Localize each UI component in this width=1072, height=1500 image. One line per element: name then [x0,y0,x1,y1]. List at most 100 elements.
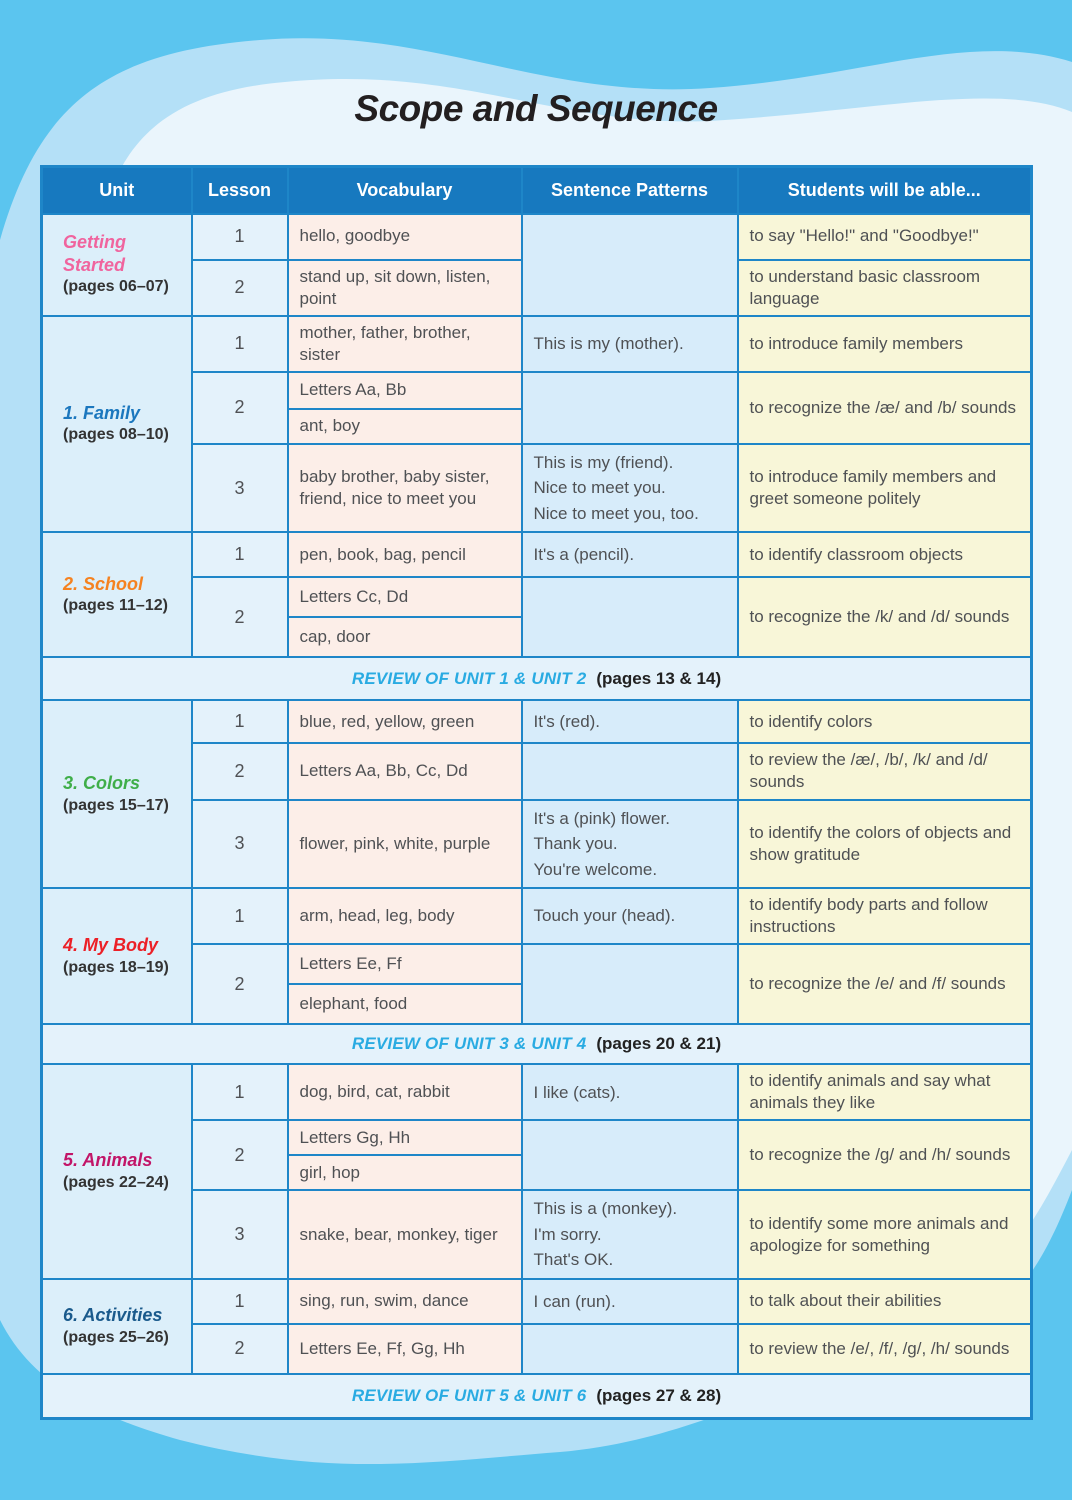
outcome-cell: to introduce family members [736,314,1033,373]
vocabulary-cell: Letters Aa, Bb, Cc, Dd [286,742,523,801]
table-row: 3 baby brother, baby sister, friend, nic… [42,442,1033,534]
table-row: elephant, food [42,983,1032,1026]
lesson-number: 2 [190,943,289,1026]
review-row: REVIEW OF UNIT 5 & UNIT 6 (pages 27 & 28) [40,1372,1033,1420]
lesson-number: 3 [190,1189,289,1280]
outcome-cell: to identify classroom objects [736,531,1033,579]
header-students: Students will be able... [736,165,1033,215]
review-banner: REVIEW OF UNIT 3 & UNIT 4 (pages 20 & 21) [40,1023,1033,1066]
table-row: 2 Letters Cc, Dd to recognize the /k/ an… [42,576,1033,659]
vocabulary-cell: baby brother, baby sister, friend, nice … [286,442,523,534]
unit-pages: (pages 22–24) [63,1173,169,1191]
lesson-number: 2 [190,258,289,317]
table-row: ant, boy [42,407,1032,445]
vocabulary-cell: arm, head, leg, body [286,887,523,946]
sentence-cell [520,1119,739,1192]
outcome-cell: to identify animals and say what animals… [736,1063,1033,1122]
sentence-cell: This is my (mother). [520,314,739,373]
header-lesson: Lesson [190,165,289,215]
lesson-number: 1 [190,699,289,745]
table-row: 2 Letters Gg, Hh to recognize the /g/ an… [42,1119,1033,1192]
unit-name: 4. My Body [63,935,159,955]
lesson-number: 1 [190,212,289,261]
page-title: Scope and Sequence [354,88,718,129]
sentence-cell: It's (red). [520,699,739,745]
lesson-number: 2 [190,370,289,445]
table-row: 2. School (pages 11–12) 1 pen, book, bag… [40,531,1033,659]
review-pages: (pages 27 & 28) [596,1386,722,1406]
outcome-cell: to identify some more animals and apolog… [736,1189,1033,1280]
lesson-number: 3 [190,442,289,534]
review-row: REVIEW OF UNIT 3 & UNIT 4 (pages 20 & 21) [40,1023,1033,1066]
vocabulary-cell: dog, bird, cat, rabbit [286,1063,523,1122]
sentence-cell [520,212,739,317]
vocabulary-cell: elephant, food [286,983,523,1026]
vocabulary-cell: cap, door [286,616,523,659]
vocabulary-cell: Letters Ee, Ff [286,943,523,986]
header-unit: Unit [40,165,193,215]
table-row: 2 Letters Ee, Ff to recognize the /e/ an… [42,943,1033,1026]
review-row: REVIEW OF UNIT 1 & UNIT 2 (pages 13 & 14) [40,656,1033,702]
sentence-cell [520,1322,739,1375]
lesson-number: 1 [190,1277,289,1325]
sentence-cell: Touch your (head). [520,887,739,946]
unit-pages: (pages 18–19) [63,958,169,976]
outcome-cell: to review the /æ/, /b/, /k/ and /d/ soun… [736,742,1033,801]
unit-cell-family: 1. Family (pages 08–10) [40,314,193,534]
vocabulary-cell: Letters Ee, Ff, Gg, Hh [286,1322,523,1375]
unit-cell-getting-started: Getting Started (pages 06–07) [40,212,193,317]
sentence-cell: This is my (friend). Nice to meet you. N… [520,442,739,534]
lesson-number: 2 [190,576,289,659]
review-banner: REVIEW OF UNIT 5 & UNIT 6 (pages 27 & 28) [40,1372,1033,1420]
vocabulary-cell: snake, bear, monkey, tiger [286,1189,523,1280]
outcome-cell: to identify body parts and follow instru… [736,887,1033,946]
lesson-number: 1 [190,887,289,946]
vocabulary-cell: Letters Aa, Bb [286,370,523,410]
vocabulary-cell: Letters Gg, Hh [286,1119,523,1157]
unit-pages: (pages 25–26) [63,1328,169,1346]
review-pages: (pages 20 & 21) [596,1034,722,1054]
table-row: 3. Colors (pages 15–17) 1 blue, red, yel… [40,699,1033,890]
vocabulary-cell: pen, book, bag, pencil [286,531,523,579]
outcome-cell: to recognize the /e/ and /f/ sounds [736,943,1033,1026]
sentence-cell [520,576,739,659]
review-banner: REVIEW OF UNIT 1 & UNIT 2 (pages 13 & 14) [40,656,1033,702]
unit-cell-animals: 5. Animals (pages 22–24) [40,1063,193,1280]
table-row: 4. My Body (pages 18–19) 1 arm, head, le… [40,887,1033,1026]
table-row: 2 Letters Aa, Bb to recognize the /æ/ an… [42,370,1033,445]
unit-name: 3. Colors [63,773,141,794]
vocabulary-cell: girl, hop [286,1154,523,1192]
review-pages: (pages 13 & 14) [596,668,722,688]
unit-name: Getting Started [63,232,126,275]
table-row: 2 Letters Ee, Ff, Gg, Hh to review the /… [42,1322,1033,1375]
unit-name: 6. Activities [63,1305,163,1326]
table-row: Getting Started (pages 06–07) 1 hello, g… [40,212,1033,317]
outcome-cell: to identify the colors of objects and sh… [736,798,1033,890]
vocabulary-cell: flower, pink, white, purple [286,798,523,890]
unit-pages: (pages 08–10) [63,426,169,444]
outcome-cell: to talk about their abilities [736,1277,1033,1325]
review-title: REVIEW OF UNIT 1 & UNIT 2 [351,668,587,688]
header-row: Unit Lesson Vocabulary Sentence Patterns… [40,165,1033,215]
table-row: 5. Animals (pages 22–24) 1 dog, bird, ca… [40,1063,1033,1280]
vocabulary-cell: sing, run, swim, dance [286,1277,523,1325]
outcome-cell: to understand basic classroom language [736,258,1033,317]
header-sentence-patterns: Sentence Patterns [520,165,739,215]
unit-name: 2. School [63,573,144,594]
sentence-cell: It's a (pink) flower. Thank you. You're … [520,798,739,890]
sentence-cell [520,943,739,1026]
sentence-cell: It's a (pencil). [520,531,739,579]
review-title: REVIEW OF UNIT 3 & UNIT 4 [351,1034,587,1054]
unit-cell-my-body: 4. My Body (pages 18–19) [40,887,193,1026]
lesson-number: 2 [190,742,289,801]
unit-cell-activities: 6. Activities (pages 25–26) [40,1277,193,1375]
table-row: girl, hop [42,1154,1032,1192]
lesson-number: 1 [190,531,289,579]
table-row: 3 flower, pink, white, purple It's a (pi… [42,798,1033,890]
unit-cell-school: 2. School (pages 11–12) [40,531,193,659]
table-row: 2 stand up, sit down, listen, point to u… [42,258,1033,317]
lesson-number: 3 [190,798,289,890]
unit-pages: (pages 11–12) [63,597,168,615]
outcome-cell: to recognize the /g/ and /h/ sounds [736,1119,1033,1192]
sentence-cell: I can (run). [520,1277,739,1325]
